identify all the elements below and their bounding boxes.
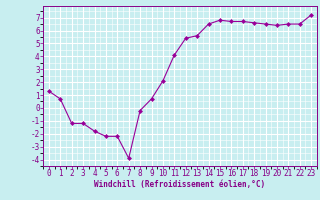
X-axis label: Windchill (Refroidissement éolien,°C): Windchill (Refroidissement éolien,°C) [94, 180, 266, 189]
